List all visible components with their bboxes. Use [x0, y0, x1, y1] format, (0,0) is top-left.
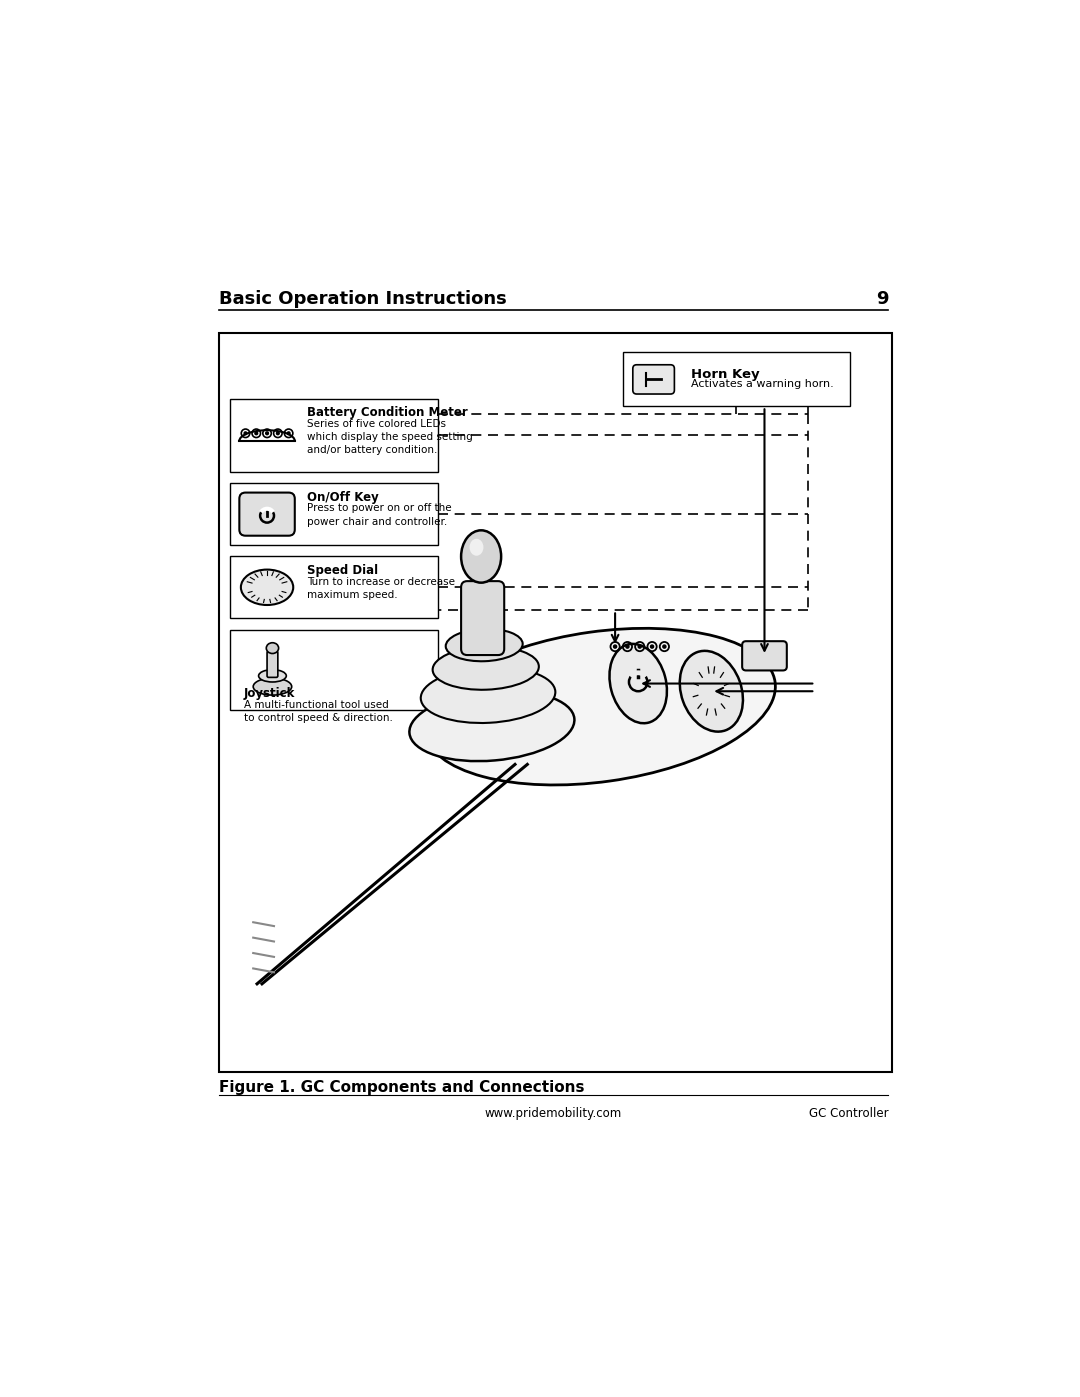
Ellipse shape [446, 629, 523, 661]
FancyBboxPatch shape [633, 365, 674, 394]
Bar [230, 398, 438, 472]
Text: Press to power on or off the
power chair and controller.: Press to power on or off the power chair… [307, 503, 451, 527]
Ellipse shape [258, 669, 286, 682]
Circle shape [266, 432, 269, 434]
Bar [623, 352, 850, 407]
Text: A multi-functional tool used
to control speed & direction.: A multi-functional tool used to control … [244, 700, 393, 722]
Text: Speed Dial: Speed Dial [307, 564, 378, 577]
Circle shape [276, 432, 280, 434]
Circle shape [613, 645, 617, 648]
FancyBboxPatch shape [267, 651, 278, 678]
Text: GC Controller: GC Controller [809, 1106, 889, 1120]
Ellipse shape [470, 539, 484, 556]
Bar [230, 630, 438, 711]
Text: www.pridemobility.com: www.pridemobility.com [485, 1106, 622, 1120]
FancyBboxPatch shape [240, 493, 295, 535]
Text: Battery Condition Meter: Battery Condition Meter [307, 407, 468, 419]
Ellipse shape [267, 643, 279, 654]
Bar [218, 334, 892, 1073]
Ellipse shape [421, 668, 555, 724]
Text: Horn Key: Horn Key [690, 367, 759, 381]
FancyBboxPatch shape [742, 641, 787, 671]
Ellipse shape [679, 651, 743, 732]
Ellipse shape [433, 647, 539, 690]
Circle shape [626, 645, 629, 648]
Text: Activates a warning horn.: Activates a warning horn. [690, 380, 834, 390]
Ellipse shape [409, 690, 575, 761]
Ellipse shape [241, 570, 294, 605]
Text: On/Off Key: On/Off Key [307, 490, 379, 504]
Text: Joystick: Joystick [244, 687, 295, 700]
Circle shape [650, 645, 653, 648]
Text: Figure 1. GC Components and Connections: Figure 1. GC Components and Connections [218, 1080, 584, 1095]
Circle shape [244, 432, 247, 434]
Bar [230, 483, 438, 545]
Circle shape [287, 432, 291, 434]
Text: Basic Operation Instructions: Basic Operation Instructions [218, 289, 507, 307]
Circle shape [638, 645, 642, 648]
Text: 9: 9 [876, 289, 889, 307]
Circle shape [663, 645, 666, 648]
FancyBboxPatch shape [461, 581, 504, 655]
Bar [230, 556, 438, 617]
Ellipse shape [253, 678, 292, 696]
Ellipse shape [424, 629, 775, 785]
Text: Series of five colored LEDs
which display the speed setting
and/or battery condi: Series of five colored LEDs which displa… [307, 419, 473, 455]
Ellipse shape [461, 531, 501, 583]
Text: Turn to increase or decrease
maximum speed.: Turn to increase or decrease maximum spe… [307, 577, 455, 599]
Circle shape [255, 432, 258, 434]
Ellipse shape [609, 644, 667, 724]
